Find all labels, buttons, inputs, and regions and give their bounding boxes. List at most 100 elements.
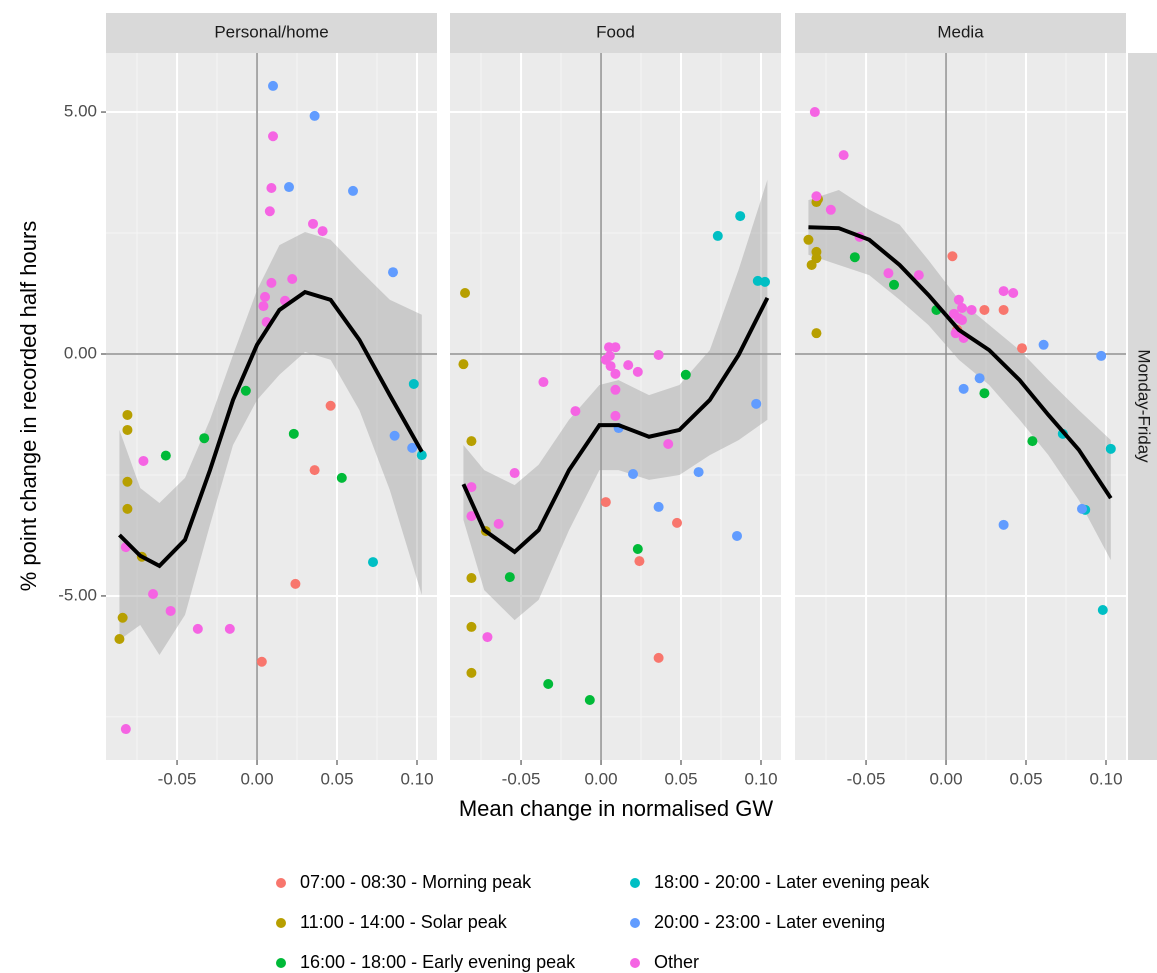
point [389, 430, 400, 441]
point [803, 234, 814, 245]
point [632, 366, 643, 377]
point [192, 623, 203, 634]
point [122, 503, 133, 514]
strip-label: Media [937, 22, 984, 41]
point [913, 270, 924, 281]
legend-marker [630, 958, 640, 968]
point [1105, 443, 1116, 454]
panel [106, 53, 437, 760]
point [268, 131, 279, 142]
strip-label: Food [596, 22, 635, 41]
point [368, 557, 379, 568]
point [122, 424, 133, 435]
point [632, 544, 643, 555]
point [287, 273, 298, 284]
legend-label: Other [654, 952, 699, 972]
point [256, 656, 267, 667]
point [958, 383, 969, 394]
point [735, 211, 746, 222]
point [538, 377, 549, 388]
point [809, 107, 820, 118]
legend-marker [276, 878, 286, 888]
point [825, 204, 836, 215]
point [466, 511, 477, 522]
point [693, 467, 704, 478]
point [543, 679, 554, 690]
point [466, 621, 477, 632]
point [653, 349, 664, 360]
point [458, 359, 469, 370]
point [165, 605, 176, 616]
point [974, 373, 985, 384]
point [114, 634, 125, 645]
legend-marker [630, 918, 640, 928]
point [309, 110, 320, 121]
point [288, 428, 299, 439]
point [712, 230, 723, 241]
point [953, 294, 964, 305]
strip [450, 13, 781, 53]
legend-marker [276, 958, 286, 968]
point [610, 410, 621, 421]
point [604, 350, 615, 361]
point [1077, 503, 1088, 514]
x-tick-label: 0.05 [664, 769, 697, 788]
point [122, 476, 133, 487]
point [653, 652, 664, 663]
point [957, 303, 968, 314]
point [979, 388, 990, 399]
point [117, 612, 128, 623]
legend-label: 20:00 - 23:00 - Later evening [654, 912, 885, 932]
point [672, 517, 683, 528]
point [653, 501, 664, 512]
point [482, 632, 493, 643]
legend-label: 07:00 - 08:30 - Morning peak [300, 872, 532, 892]
legend-marker [276, 918, 286, 928]
point [493, 518, 504, 529]
strip [795, 13, 1126, 53]
point [811, 328, 822, 339]
row-strip [1128, 53, 1157, 760]
point [838, 150, 849, 161]
point [998, 286, 1009, 297]
point [584, 694, 595, 705]
y-tick-label: 5.00 [64, 102, 97, 121]
point [264, 206, 275, 217]
panel [795, 53, 1126, 760]
point [466, 573, 477, 584]
x-axis-title: Mean change in normalised GW [459, 796, 773, 821]
x-tick-label: -0.05 [847, 769, 886, 788]
point [504, 572, 515, 583]
point [1096, 350, 1107, 361]
point [811, 253, 822, 264]
point [308, 218, 319, 229]
point [266, 277, 277, 288]
x-tick-label: 0.10 [744, 769, 777, 788]
point [466, 667, 477, 678]
point [751, 398, 762, 409]
x-tick-label: 0.05 [1009, 769, 1042, 788]
confidence-band [463, 179, 768, 621]
smooth-line [118, 289, 424, 569]
x-tick-label: -0.05 [158, 769, 197, 788]
point [610, 342, 621, 353]
point [460, 288, 471, 299]
point [258, 301, 269, 312]
point [1008, 288, 1019, 299]
point [998, 304, 1009, 315]
point [811, 191, 822, 202]
row-strip-label: Monday-Friday [1135, 349, 1154, 463]
point [570, 406, 581, 417]
confidence-band [119, 232, 422, 655]
point [138, 455, 149, 466]
legend-label: 16:00 - 18:00 - Early evening peak [300, 952, 576, 972]
y-axis-title: % point change in recorded half hours [16, 221, 41, 592]
point [416, 450, 427, 461]
point [663, 439, 674, 450]
smooth-line [808, 225, 1113, 500]
point [284, 182, 295, 193]
legend-label: 11:00 - 14:00 - Solar peak [300, 912, 508, 932]
point [466, 436, 477, 447]
point [600, 497, 611, 508]
